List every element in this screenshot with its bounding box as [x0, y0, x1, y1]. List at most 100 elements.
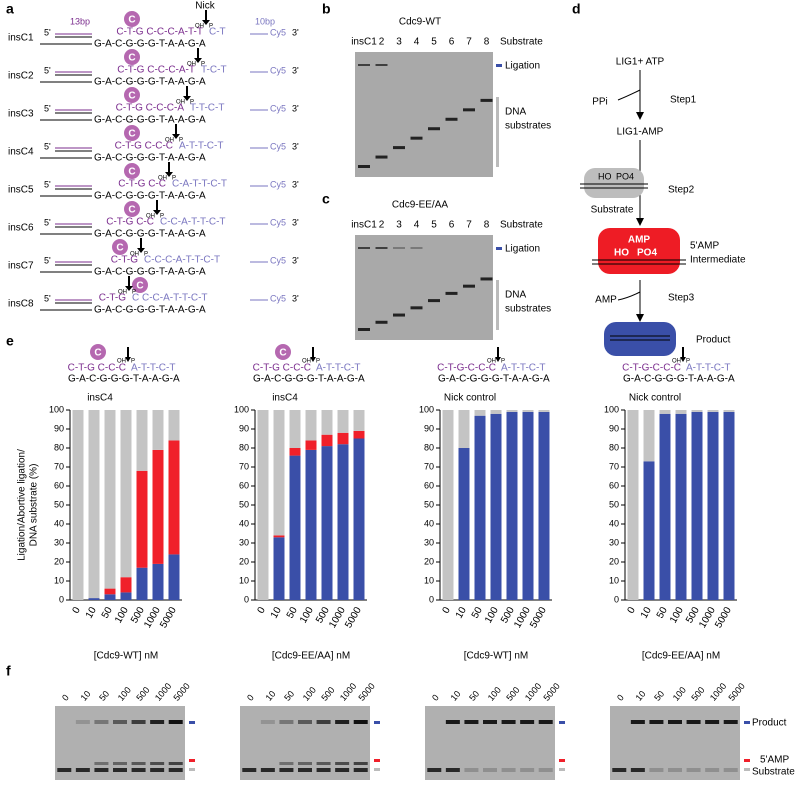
bar-segment	[506, 410, 518, 412]
lane-label: 10	[264, 689, 278, 703]
lane-label: 3	[396, 220, 402, 231]
construct-name: insC5	[8, 185, 34, 196]
x-tick-label: 5000	[343, 605, 364, 630]
gel-band	[520, 768, 535, 772]
y-tick-label: 30	[424, 537, 434, 547]
bar-segment	[305, 440, 317, 450]
arrow-head	[636, 314, 644, 322]
nick-label: Nick	[195, 1, 215, 12]
diagram-text: AMP	[595, 295, 617, 306]
insertion-bubble	[132, 277, 148, 293]
y-tick-label: 50	[54, 499, 64, 509]
y-tick-label: 100	[604, 404, 619, 414]
cy5: Cy5	[270, 293, 286, 303]
gel-band	[316, 762, 331, 765]
gel-band	[279, 762, 294, 765]
top-strand-left: C-T-G	[111, 255, 138, 266]
nick-arrow-head	[310, 357, 316, 362]
insertion-bubble	[112, 239, 128, 255]
gel-band	[410, 247, 423, 249]
gel-band	[150, 768, 165, 772]
x-tick-label: 5000	[528, 605, 549, 630]
gel-image	[610, 706, 740, 780]
top-strand-right: A-T-T-C-T	[131, 363, 175, 374]
gel-band	[612, 768, 627, 772]
gel-band	[393, 247, 405, 249]
five-prime: 5'	[44, 217, 51, 227]
lane-label: 2	[379, 220, 385, 231]
substrate-marker	[496, 280, 499, 330]
bar-segment	[104, 410, 116, 589]
y-tick-label: 50	[609, 499, 619, 509]
oh-label: OH	[302, 359, 311, 365]
gel-band	[353, 762, 368, 765]
insertion: C	[128, 15, 135, 26]
y-tick-label: 10	[609, 575, 619, 585]
construct-name: insC8	[8, 299, 34, 310]
gel-band	[260, 768, 275, 772]
bottom-strand: G-A-C-G-G-G-T-A-A-G-A	[623, 374, 735, 385]
construct-name: insC2	[8, 71, 34, 82]
bar-segment	[458, 410, 470, 448]
ligation-label: Ligation	[505, 244, 540, 255]
y-tick-label: 30	[609, 537, 619, 547]
insertion: C	[136, 281, 143, 292]
x-tick-label: 100	[298, 605, 316, 625]
lane-label: 500	[504, 685, 521, 703]
bottom-strand: G-A-C-G-G-G-T-A-A-G-A	[253, 374, 365, 385]
p-label: P	[160, 214, 164, 220]
gel-band	[279, 720, 294, 724]
oh-label: OH	[130, 252, 139, 258]
gel-image	[425, 706, 555, 780]
bar-segment	[723, 411, 735, 600]
top-strand-left: C-T-G C-C	[106, 217, 154, 228]
oh-label: OH	[176, 100, 185, 106]
x-tick-label: 0	[626, 605, 639, 616]
p-label: P	[131, 359, 135, 365]
bar-segment	[538, 411, 550, 600]
bar-segment	[522, 410, 534, 412]
y-tick-label: 90	[54, 423, 64, 433]
product-marker	[374, 721, 380, 724]
bar-segment	[723, 410, 735, 412]
arrow	[617, 291, 641, 301]
lane-label: 500	[689, 685, 706, 703]
gel-band	[298, 768, 312, 772]
bar-segment	[490, 413, 502, 600]
bar-segment	[675, 413, 687, 600]
substrates-label: DNA	[505, 107, 526, 118]
lane-label: 8	[484, 220, 490, 231]
product-shape	[604, 322, 676, 356]
y-tick-label: 20	[54, 556, 64, 566]
bottom-strand: G-A-C-G-G-G-T-A-A-G-A	[94, 39, 206, 50]
diagram-text: Product	[696, 335, 731, 346]
y-tick-label: 10	[239, 575, 249, 585]
substrate-marker	[189, 768, 195, 771]
y-tick-label: 70	[239, 461, 249, 471]
bottom-strand: G-A-C-G-G-G-T-A-A-G-A	[94, 191, 206, 202]
substrate-marker	[496, 97, 499, 167]
bar-segment	[168, 554, 180, 600]
oh-label: OH	[117, 359, 126, 365]
amp-marker	[189, 759, 195, 762]
bottom-strand: G-A-C-G-G-G-T-A-A-G-A	[94, 115, 206, 126]
three-prime: 3'	[292, 141, 299, 151]
y-tick-label: 30	[54, 537, 64, 547]
chart-title: insC4	[87, 393, 113, 404]
lane-label: 6	[449, 220, 455, 231]
gel-band	[131, 762, 146, 765]
x-tick-label: 100	[113, 605, 131, 625]
bar-segment	[273, 410, 285, 536]
y-tick-label: 80	[609, 442, 619, 452]
oh-label: OH	[187, 62, 196, 68]
lane-label: 5000	[541, 681, 562, 703]
x-tick-label: 10	[84, 605, 99, 621]
construct-name: insC3	[8, 109, 34, 120]
gel-band	[463, 108, 475, 112]
chart-title: insC4	[272, 393, 298, 404]
gel-band	[410, 306, 423, 310]
gel-band	[75, 720, 90, 724]
lane-label: 4	[414, 37, 420, 48]
five-prime: 5'	[44, 65, 51, 75]
